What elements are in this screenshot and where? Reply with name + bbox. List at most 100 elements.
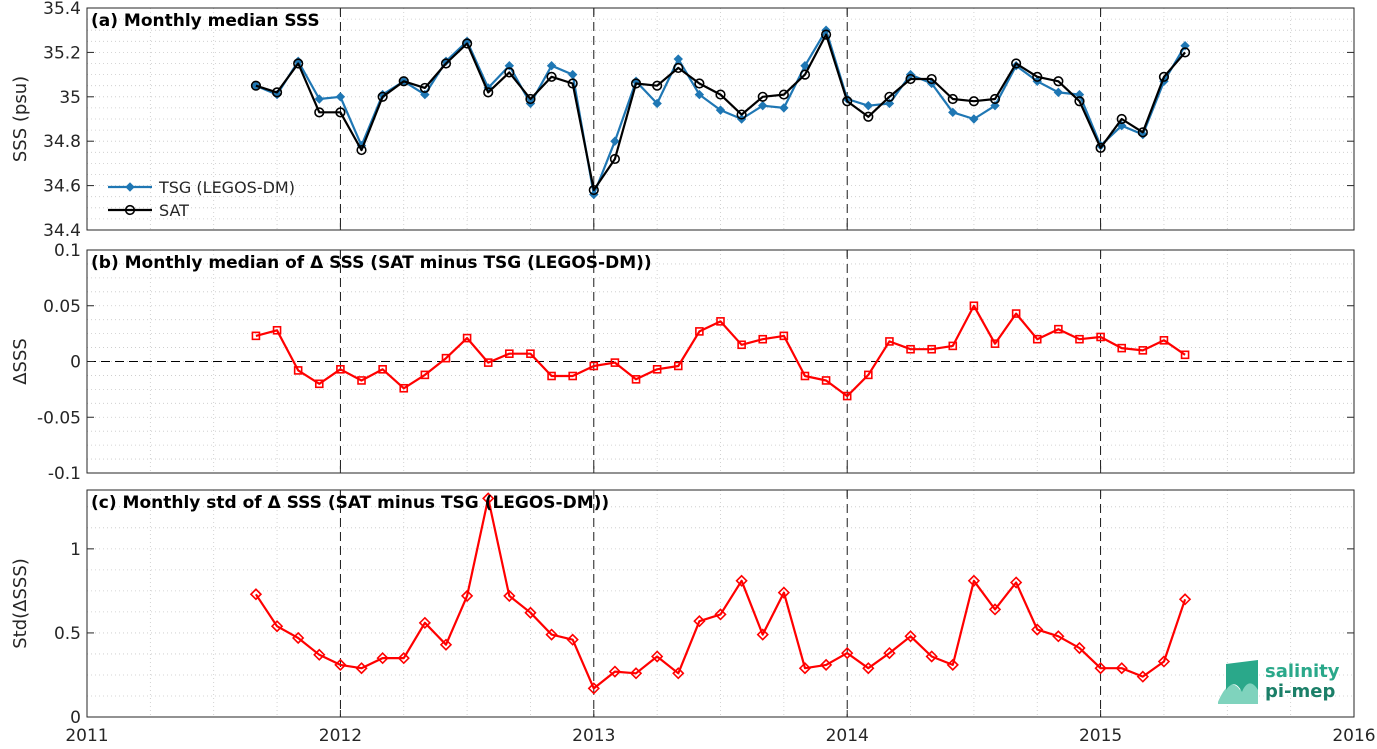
data-point xyxy=(1053,76,1064,87)
series-delta-sss xyxy=(251,301,1190,401)
data-point xyxy=(821,376,831,385)
data-point xyxy=(314,379,324,389)
data-point xyxy=(863,100,874,111)
data-point xyxy=(820,29,832,40)
data-point xyxy=(652,365,662,374)
data-point xyxy=(652,98,662,109)
data-point xyxy=(798,662,812,675)
data-point xyxy=(842,96,853,107)
data-point xyxy=(1157,655,1171,668)
data-point xyxy=(1095,142,1106,153)
x-tick-label: 2012 xyxy=(319,726,362,745)
data-point xyxy=(462,38,473,49)
data-point xyxy=(483,87,494,98)
data-point xyxy=(715,89,726,100)
data-point xyxy=(587,682,600,695)
plot-frame xyxy=(86,249,1355,474)
data-point xyxy=(988,603,1002,616)
data-point xyxy=(630,78,642,89)
logo-tile-shape xyxy=(1226,660,1258,692)
data-point xyxy=(546,71,557,82)
logo-text-line1: salinity xyxy=(1265,661,1340,682)
x-tick-label: 2011 xyxy=(65,726,108,745)
data-point xyxy=(292,631,305,645)
data-point xyxy=(737,340,746,350)
y-tick-label: 34.6 xyxy=(43,177,81,197)
data-point xyxy=(334,658,347,672)
data-point xyxy=(441,353,451,363)
data-point xyxy=(293,58,304,69)
data-point xyxy=(505,349,514,358)
data-point xyxy=(1159,336,1169,345)
data-point xyxy=(758,100,768,111)
data-point xyxy=(336,365,345,374)
data-point xyxy=(1094,662,1107,675)
data-point xyxy=(948,341,958,351)
y-tick-label: 1 xyxy=(70,540,81,560)
data-point xyxy=(990,339,1000,348)
data-point xyxy=(460,589,474,603)
x-tick-label: 2015 xyxy=(1079,726,1122,745)
data-point xyxy=(418,616,431,629)
data-point xyxy=(693,615,706,628)
data-point xyxy=(800,371,810,381)
data-point xyxy=(249,588,263,601)
data-point xyxy=(546,61,557,71)
data-point xyxy=(1011,309,1021,318)
data-point xyxy=(356,144,367,156)
y-axis-label: ΔSSS xyxy=(10,338,31,385)
panel-title: (c) Monthly std of Δ SSS (SAT minus TSG … xyxy=(91,493,609,513)
data-point xyxy=(526,349,535,358)
data-point xyxy=(652,80,663,91)
y-axis-label: Std(ΔSSS) xyxy=(10,558,31,649)
data-point xyxy=(355,662,368,675)
data-point xyxy=(673,361,683,371)
data-point xyxy=(335,92,346,102)
data-point xyxy=(736,109,747,120)
plot-frame xyxy=(86,489,1355,718)
data-point xyxy=(419,82,430,94)
data-point xyxy=(841,646,854,660)
y-tick-label: 0 xyxy=(70,353,81,373)
data-point xyxy=(926,73,937,85)
x-tick-label: 2016 xyxy=(1332,726,1375,745)
legend: TSG (LEGOS-DM) SAT xyxy=(108,178,295,220)
data-point xyxy=(967,574,981,587)
panel-c: 0 0.5 1 Std(ΔSSS) (c) Monthly std of Δ SSS (… xyxy=(10,489,1355,728)
data-point xyxy=(989,93,1001,105)
panel-a: 34.4 34.6 34.8 35 35.2 35.4 SSS (psu) (a) Month… xyxy=(10,0,1355,241)
data-point xyxy=(1178,593,1192,606)
data-point xyxy=(567,78,578,89)
panel-title: (b) Monthly median of Δ SSS (SAT minus T… xyxy=(91,253,652,273)
data-point xyxy=(672,667,685,680)
data-point xyxy=(270,620,284,633)
data-point xyxy=(715,105,726,115)
data-point xyxy=(566,633,579,646)
data-point xyxy=(271,87,283,98)
data-point xyxy=(779,103,789,113)
data-point xyxy=(714,608,727,621)
data-point xyxy=(589,361,599,371)
panel-title: (a) Monthly median SSS xyxy=(91,11,320,31)
y-tick-label: 35.2 xyxy=(43,43,81,63)
data-point xyxy=(904,630,917,643)
legend-label: TSG (LEGOS-DM) xyxy=(158,178,295,197)
data-point xyxy=(1075,334,1084,344)
data-point xyxy=(756,628,769,641)
data-point xyxy=(251,331,261,341)
data-point xyxy=(482,492,495,505)
y-tick-label: 34.8 xyxy=(43,132,81,152)
data-point xyxy=(608,665,622,678)
data-point xyxy=(1158,71,1170,82)
data-point xyxy=(439,638,453,651)
x-tick-label: 2013 xyxy=(572,726,615,745)
data-point xyxy=(440,58,452,69)
data-point xyxy=(927,344,936,354)
data-point xyxy=(735,574,748,587)
data-point xyxy=(629,667,643,680)
data-point xyxy=(547,371,556,381)
data-point xyxy=(1179,47,1191,58)
data-point xyxy=(1032,71,1043,82)
data-point xyxy=(1054,324,1063,334)
